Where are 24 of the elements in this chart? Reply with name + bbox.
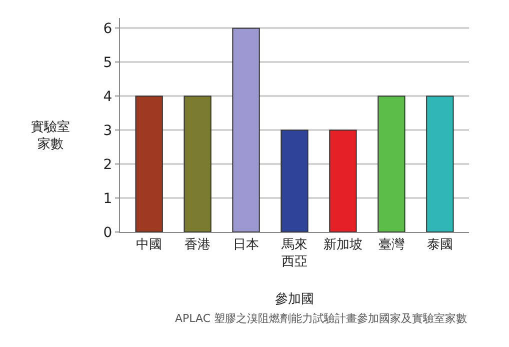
y-tick-label: 0 xyxy=(103,224,112,241)
y-tick-label: 6 xyxy=(103,21,112,38)
x-tick-label: 臺灣 xyxy=(378,238,404,253)
y-tick-label: 4 xyxy=(103,89,112,106)
x-tick-label: 泰國 xyxy=(426,238,453,253)
bar xyxy=(426,96,454,232)
x-tick-label: 香港 xyxy=(184,238,211,253)
y-tick-label: 2 xyxy=(103,156,112,173)
bar xyxy=(378,96,406,232)
bar xyxy=(329,130,357,232)
x-tick-label: 新加坡 xyxy=(323,238,362,253)
y-axis-title: 實驗室家數 xyxy=(31,119,70,152)
y-tick-label: 1 xyxy=(103,190,112,207)
y-tick-label: 3 xyxy=(103,123,112,139)
text: APLAC 塑膠之溴阻燃劑能力試驗計畫參加國家及實驗室家數 xyxy=(175,312,468,325)
x-tick-label: 日本 xyxy=(233,238,260,253)
bar xyxy=(184,96,212,232)
bar xyxy=(232,28,260,232)
y-tick-label: 5 xyxy=(103,55,112,72)
x-tick-label: 馬來西亞 xyxy=(280,238,308,270)
bar xyxy=(135,96,163,232)
x-axis-title: 參加國 xyxy=(275,292,314,307)
bar xyxy=(280,130,308,232)
x-tick-label: 中國 xyxy=(136,238,162,253)
